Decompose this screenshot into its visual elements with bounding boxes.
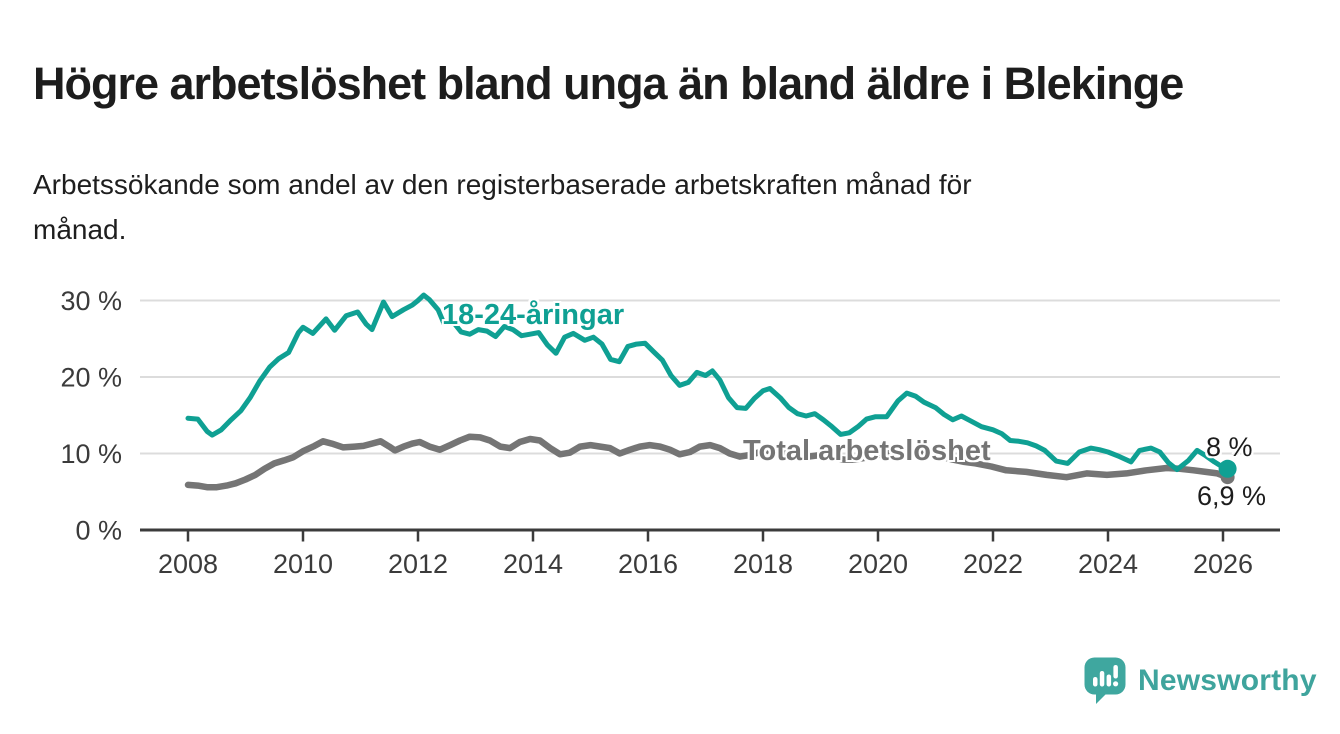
x-tick-label: 2010 bbox=[273, 549, 333, 579]
y-tick-label: 30 % bbox=[60, 286, 122, 316]
page-subtitle: Arbetssökande som andel av den registerb… bbox=[33, 169, 972, 245]
x-tick-label: 2016 bbox=[618, 549, 678, 579]
y-tick-label: 20 % bbox=[60, 363, 122, 393]
end-value-label-total: 6,9 % bbox=[1197, 481, 1267, 511]
x-tick-label: 2012 bbox=[388, 549, 448, 579]
page-title: Högre arbetslöshet bland unga än bland ä… bbox=[33, 58, 1184, 110]
series-label-18-24: 18-24-åringar bbox=[442, 299, 625, 331]
series-label-total: Total arbetslöshet bbox=[743, 435, 991, 467]
x-tick-label: 2008 bbox=[158, 549, 218, 579]
series-end-dot-1 bbox=[1218, 459, 1237, 478]
newsworthy-logo-text: Newsworthy bbox=[1138, 663, 1317, 697]
line-chart: 2008 2010 2012 2014 2016 2018 2020 2022 2024 2026… bbox=[60, 286, 1280, 579]
x-tick-label: 2022 bbox=[963, 549, 1023, 579]
end-value-label-18-24: 8 % bbox=[1206, 432, 1253, 462]
series-line-1 bbox=[185, 292, 1231, 473]
newsworthy-logo-icon bbox=[1083, 656, 1127, 705]
y-tick-label: 0 % bbox=[75, 516, 122, 546]
y-tick-label: 10 % bbox=[60, 439, 122, 469]
x-tick-label: 2020 bbox=[848, 549, 908, 579]
x-tick-label: 2024 bbox=[1078, 549, 1138, 579]
x-tick-label: 2026 bbox=[1193, 549, 1253, 579]
series-line-0 bbox=[184, 433, 1231, 491]
x-tick-label: 2018 bbox=[733, 549, 793, 579]
x-tick-label: 2014 bbox=[503, 549, 563, 579]
newsworthy-logo[interactable]: Newsworthy bbox=[1083, 656, 1317, 705]
